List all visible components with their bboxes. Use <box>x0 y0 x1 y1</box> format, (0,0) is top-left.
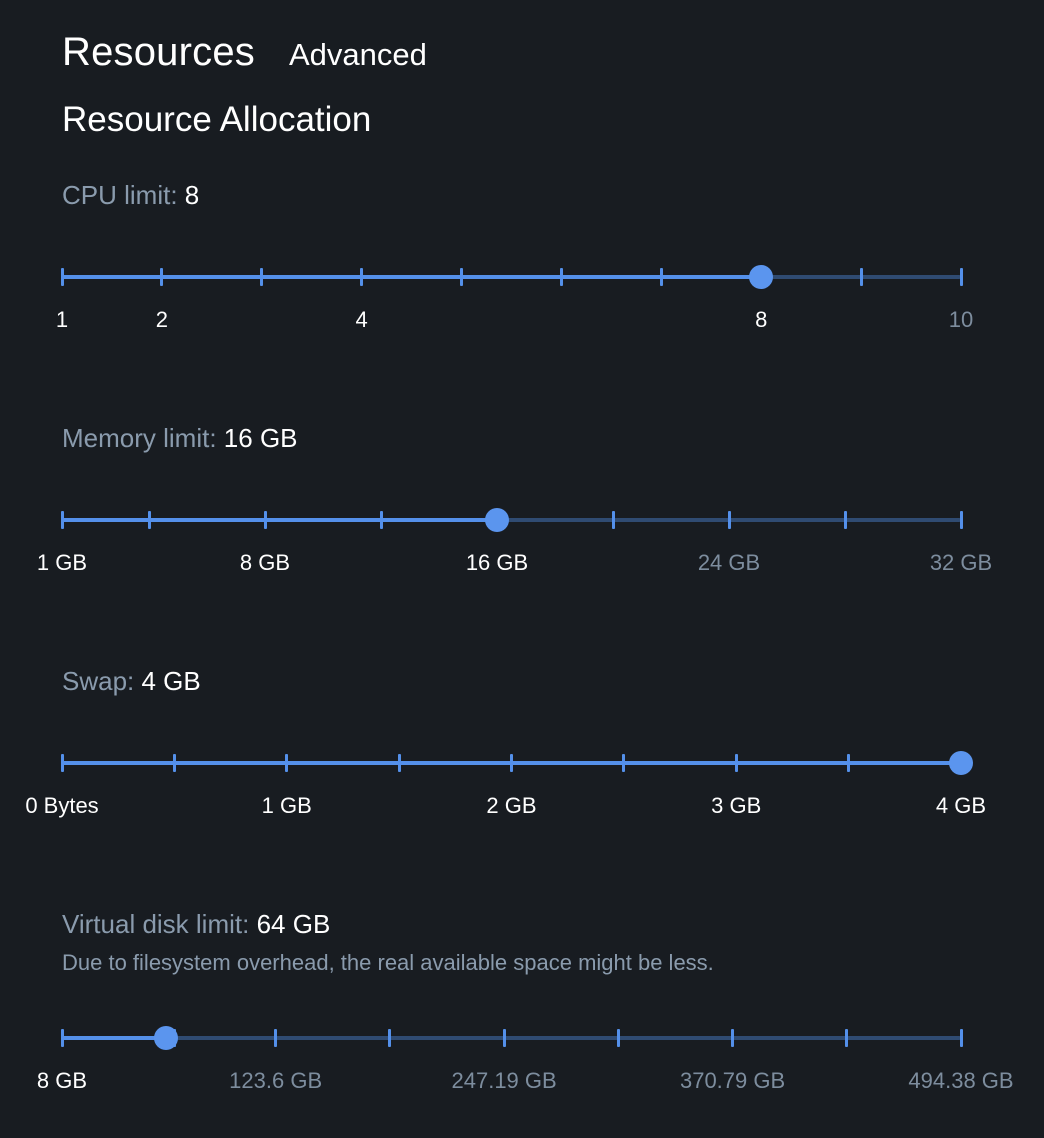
virtual-disk-limit-key: Virtual disk limit: <box>62 909 250 939</box>
memory-slider-tick <box>147 511 151 529</box>
cpu-limit-slider[interactable]: 1 2 4 8 10 <box>56 257 973 332</box>
swap-slider-tick <box>847 754 851 772</box>
swap-slider-tick <box>397 754 401 772</box>
disk-slider-mark-label: 8 GB <box>36 1068 88 1093</box>
cpu-slider-tick <box>460 268 464 286</box>
disk-slider-tick <box>388 1029 392 1047</box>
memory-slider-tick <box>727 511 731 529</box>
disk-slider-tick <box>959 1029 963 1047</box>
swap-slider-tick <box>172 754 176 772</box>
cpu-slider-mark-label: 2 <box>155 307 168 332</box>
swap-slider-tick <box>60 754 64 772</box>
memory-slider-tick <box>263 511 267 529</box>
disk-slider-mark-label: 247.19 GB <box>451 1068 557 1093</box>
disk-slider-fill <box>62 1036 166 1040</box>
swap-label: Swap: 4 GB <box>62 666 201 697</box>
swap-slider-mark-label: 1 GB <box>261 793 312 818</box>
cpu-slider-mark-label: 8 <box>755 307 768 332</box>
cpu-slider-tick <box>160 268 164 286</box>
section-title: Resource Allocation <box>62 100 372 139</box>
memory-limit-value: 16 GB <box>223 423 298 453</box>
swap-value: 4 GB <box>141 666 201 696</box>
memory-slider-tick <box>843 511 847 529</box>
memory-slider-tick <box>379 511 383 529</box>
virtual-disk-limit-slider[interactable]: 8 GB 123.6 GB 247.19 GB 370.79 GB 494.38 GB <box>37 1018 1014 1093</box>
memory-slider-tick <box>959 511 963 529</box>
swap-slider-tick <box>622 754 626 772</box>
swap-slider[interactable]: 0 Bytes 1 GB 2 GB 3 GB 4 GB <box>25 743 986 818</box>
memory-slider-mark-label: 32 GB <box>929 550 993 575</box>
cpu-slider-tick <box>260 268 264 286</box>
disk-overhead-note: Due to filesystem overhead, the real ava… <box>62 950 714 975</box>
swap-slider-mark-label: 4 GB <box>935 793 987 818</box>
virtual-disk-limit-label: Virtual disk limit: 64 GB <box>62 909 330 940</box>
swap-slider-tick <box>734 754 738 772</box>
swap-slider-mark-label: 0 Bytes <box>25 793 99 818</box>
cpu-limit-value: 8 <box>184 180 200 210</box>
memory-slider-tick <box>611 511 615 529</box>
settings-tabs: Resources Advanced <box>62 30 427 75</box>
disk-slider-tick <box>731 1029 735 1047</box>
memory-slider-rail[interactable] <box>62 518 961 522</box>
cpu-slider-tick <box>60 268 64 286</box>
cpu-slider-tick <box>959 268 963 286</box>
cpu-slider-tick <box>659 268 663 286</box>
disk-slider-tick <box>502 1029 506 1047</box>
cpu-slider-mark-label: 10 <box>948 307 974 332</box>
memory-slider-thumb[interactable] <box>485 508 509 532</box>
memory-slider-fill <box>62 518 497 522</box>
disk-slider-thumb[interactable] <box>153 1026 178 1050</box>
disk-slider-tick <box>616 1029 620 1047</box>
swap-key: Swap: <box>62 666 135 696</box>
disk-slider-mark-label: 370.79 GB <box>679 1068 786 1093</box>
cpu-slider-tick <box>360 268 364 286</box>
swap-slider-mark-label: 2 GB <box>486 793 537 818</box>
disk-slider-tick <box>274 1029 278 1047</box>
cpu-slider-mark-label: 4 <box>355 307 368 332</box>
memory-slider-tick <box>60 511 64 529</box>
tab-advanced[interactable]: Advanced <box>289 37 427 72</box>
cpu-slider-thumb[interactable] <box>749 265 774 289</box>
memory-limit-label: Memory limit: 16 GB <box>62 423 298 454</box>
swap-slider-mark-label: 3 GB <box>711 793 762 818</box>
memory-limit-slider[interactable]: 1 GB 8 GB 16 GB 24 GB 32 GB <box>37 500 992 575</box>
cpu-slider-tick <box>559 268 563 286</box>
memory-slider-mark-label: 16 GB <box>465 550 529 575</box>
swap-slider-tick <box>285 754 289 772</box>
disk-slider-tick <box>845 1029 849 1047</box>
swap-slider-thumb[interactable] <box>949 751 973 775</box>
disk-slider-rail[interactable] <box>62 1036 961 1040</box>
cpu-slider-fill <box>62 275 762 279</box>
cpu-slider-tick <box>859 268 863 286</box>
memory-slider-mark-label: 24 GB <box>697 550 761 575</box>
memory-limit-key: Memory limit: <box>62 423 217 453</box>
swap-slider-tick <box>510 754 513 772</box>
disk-slider-tick <box>60 1029 64 1047</box>
tab-resources[interactable]: Resources <box>62 30 255 74</box>
disk-slider-mark-label: 123.6 GB <box>229 1068 323 1093</box>
memory-slider-mark-label: 1 GB <box>36 550 88 575</box>
disk-slider-mark-label: 494.38 GB <box>908 1068 1014 1093</box>
cpu-limit-key: CPU limit: <box>62 180 178 210</box>
cpu-slider-mark-label: 1 <box>55 307 69 332</box>
memory-slider-mark-label: 8 GB <box>239 550 291 575</box>
virtual-disk-limit-value: 64 GB <box>256 909 331 939</box>
cpu-limit-label: CPU limit: 8 <box>62 180 199 211</box>
